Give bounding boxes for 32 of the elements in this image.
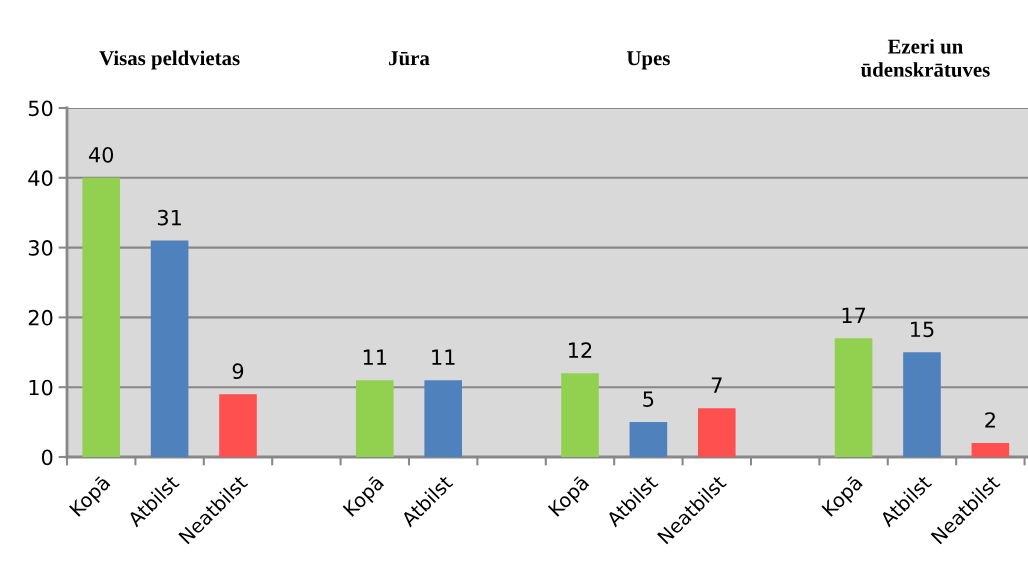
data-label: 9 xyxy=(232,363,244,380)
data-label: 40 xyxy=(88,146,114,163)
y-tick-label: 10 xyxy=(29,379,53,396)
data-label: 17 xyxy=(842,307,866,323)
data-label: 7 xyxy=(711,377,722,393)
bar xyxy=(424,380,462,457)
bar xyxy=(150,240,189,457)
bar xyxy=(82,177,121,457)
y-tick-label: 40 xyxy=(28,170,53,187)
bar xyxy=(219,394,257,457)
bar xyxy=(697,408,736,457)
text: Visas peldvietas xyxy=(99,50,240,70)
text: Upes xyxy=(626,51,670,70)
bar xyxy=(355,380,394,457)
data-label: 31 xyxy=(157,209,181,226)
data-label: 5 xyxy=(643,391,654,407)
data-label: 2 xyxy=(985,412,995,428)
text: Jūra xyxy=(389,51,430,66)
data-label: 11 xyxy=(432,349,455,365)
y-tick-label: 30 xyxy=(28,240,53,256)
data-label: 11 xyxy=(363,349,387,365)
bar xyxy=(971,443,1010,457)
y-tick-label: 20 xyxy=(28,309,53,326)
bar xyxy=(903,352,941,457)
data-label: 12 xyxy=(569,342,592,358)
text: Ezeri un ūdenskrātuves xyxy=(860,38,990,77)
bar xyxy=(834,338,873,457)
y-tick-label: 50 xyxy=(28,100,53,117)
y-tick-label: 0 xyxy=(41,449,53,466)
data-label: 15 xyxy=(911,321,934,338)
bar xyxy=(629,422,668,457)
bar xyxy=(561,373,599,457)
